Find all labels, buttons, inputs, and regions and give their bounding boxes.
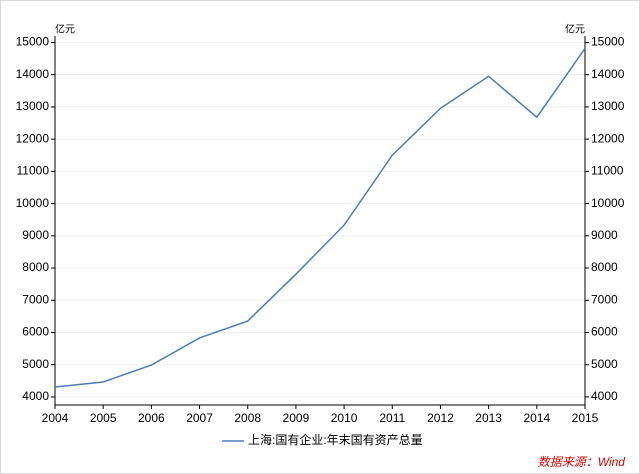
y-tick-label: 7000 <box>22 292 49 306</box>
x-tick-label: 2015 <box>572 411 599 425</box>
x-tick-label: 2009 <box>283 411 310 425</box>
y2-tick-label: 9000 <box>591 228 618 242</box>
y-tick-label: 5000 <box>22 357 49 371</box>
line-series <box>54 47 586 388</box>
y2-unit: 亿元 <box>565 23 585 36</box>
y-tick-label: 11000 <box>17 164 50 178</box>
x-tick-label: 2005 <box>90 411 117 425</box>
y-tick-label: 14000 <box>16 67 50 81</box>
y-tick-label: 6000 <box>22 325 49 339</box>
y-tick-label: 9000 <box>22 228 49 242</box>
source-note: 数据来源：Wind <box>538 455 626 469</box>
y2-tick-label: 8000 <box>591 260 618 274</box>
y-tick-label: 10000 <box>16 196 50 210</box>
y-tick-label: 8000 <box>22 260 49 274</box>
y2-tick-label: 12000 <box>591 131 625 145</box>
x-tick-label: 2013 <box>475 411 502 425</box>
y2-tick-label: 15000 <box>591 35 625 49</box>
y2-tick-label: 4000 <box>591 389 618 403</box>
x-tick-label: 2007 <box>186 411 213 425</box>
y-tick-label: 13000 <box>16 99 50 113</box>
y2-tick-label: 6000 <box>591 325 618 339</box>
x-tick-label: 2008 <box>234 411 261 425</box>
y2-tick-label: 11000 <box>591 164 624 178</box>
y-tick-label: 12000 <box>16 131 50 145</box>
y2-tick-label: 10000 <box>591 196 625 210</box>
x-tick-label: 2010 <box>331 411 358 425</box>
y2-tick-label: 14000 <box>591 67 625 81</box>
x-tick-label: 2012 <box>427 411 454 425</box>
x-tick-label: 2014 <box>523 411 550 425</box>
y2-tick-label: 13000 <box>591 99 625 113</box>
y-tick-label: 15000 <box>16 35 50 49</box>
y2-tick-label: 5000 <box>591 357 618 371</box>
x-tick-label: 2006 <box>138 411 165 425</box>
x-tick-label: 2011 <box>379 411 405 425</box>
y-tick-label: 4000 <box>22 389 49 403</box>
legend-label: 上海:国有企业:年末国有资产总量 <box>248 432 423 447</box>
y-unit: 亿元 <box>55 23 75 36</box>
x-tick-label: 2004 <box>42 411 69 425</box>
y2-tick-label: 7000 <box>591 292 618 306</box>
